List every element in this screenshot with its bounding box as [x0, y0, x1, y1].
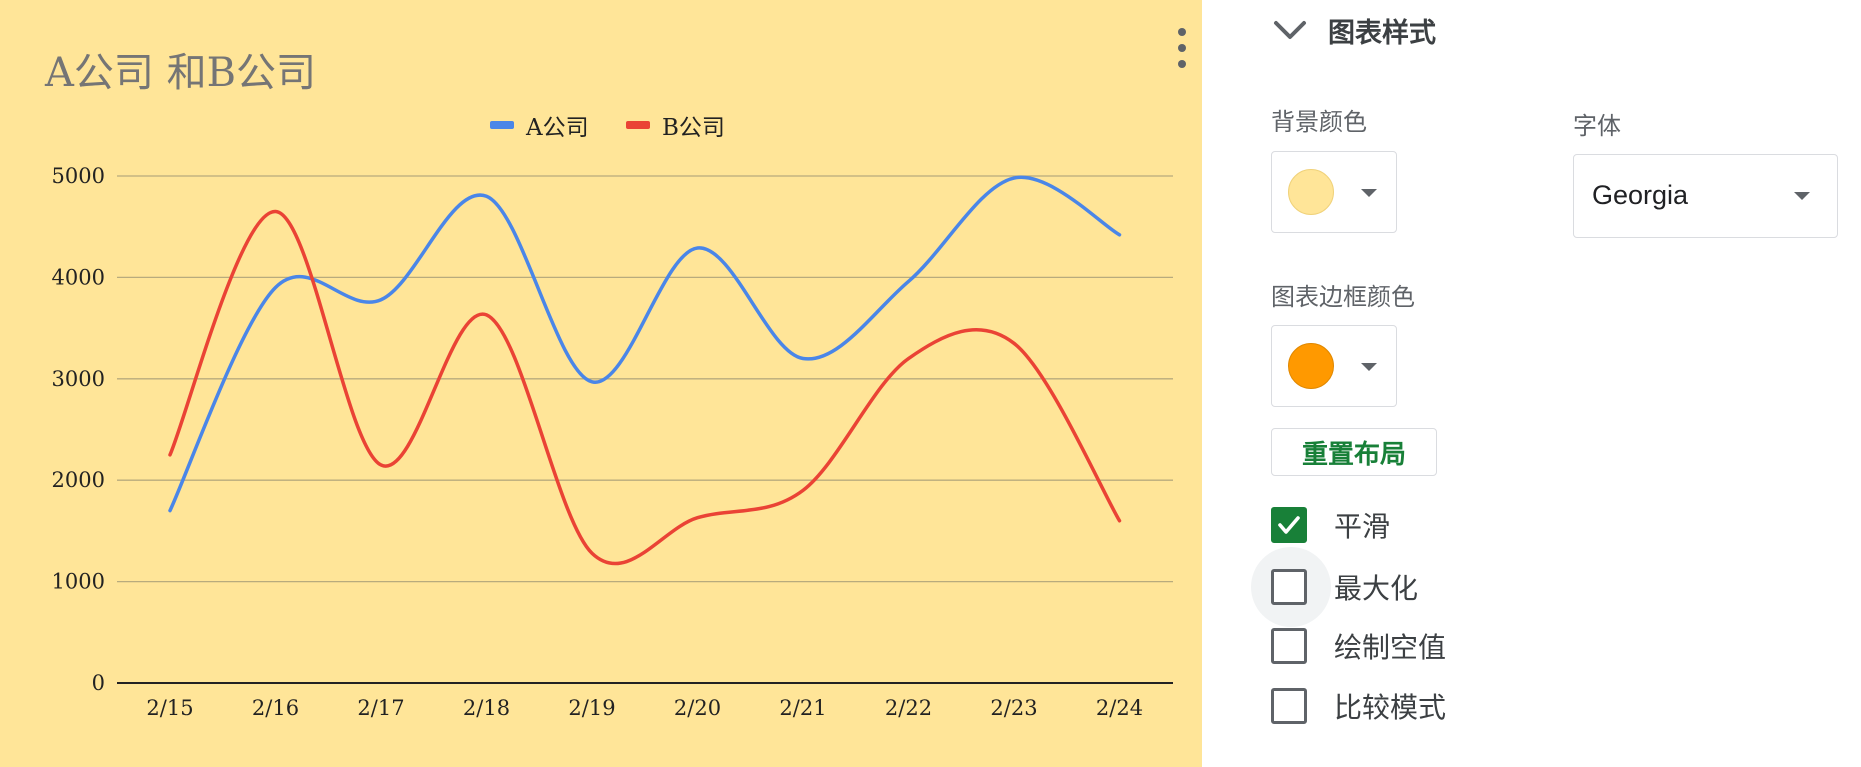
chart-title: A公司 和B公司 [45, 50, 316, 96]
x-tick-label-3: 2/17 [357, 696, 404, 720]
reset-layout-button[interactable]: 重置布局 [1271, 428, 1437, 476]
maximize-checkbox[interactable] [1271, 569, 1307, 605]
checkbox-row-plot-nulls[interactable]: 绘制空值 [1271, 626, 1446, 666]
section-title: 图表样式 [1328, 17, 1436, 48]
y-tick-label-1000: 1000 [52, 570, 105, 594]
y-tick-label-5000: 5000 [52, 164, 105, 188]
legend-item-a: A公司 [490, 110, 589, 141]
chevron-down-icon [1274, 21, 1306, 39]
background-color-swatch [1288, 169, 1334, 215]
series-line-a [168, 175, 1122, 513]
y-tick-label-3000: 3000 [52, 367, 105, 391]
border-color-label: 图表边框颜色 [1271, 284, 1415, 311]
dropdown-arrow-icon [1794, 192, 1810, 200]
y-tick-label-2000: 2000 [52, 468, 105, 492]
x-tick-label-8: 2/22 [885, 696, 932, 720]
x-tick-label-4: 2/18 [463, 696, 510, 720]
y-tick-label-4000: 4000 [52, 265, 105, 289]
font-select-value: Georgia [1592, 180, 1689, 210]
dropdown-arrow-icon [1361, 363, 1377, 371]
x-tick-label-10: 2/24 [1096, 696, 1143, 720]
smooth-label: 平滑 [1334, 511, 1391, 542]
font-label: 字体 [1573, 113, 1621, 140]
font-select[interactable]: Georgia [1573, 154, 1838, 238]
compare-mode-checkbox[interactable] [1271, 688, 1307, 724]
maximize-label: 最大化 [1334, 573, 1419, 604]
checkbox-row-smooth[interactable]: 平滑 [1271, 505, 1390, 545]
legend-item-b: B公司 [626, 110, 725, 141]
smooth-checkbox[interactable] [1271, 507, 1307, 543]
line-chart: 0 1000 2000 3000 4000 5000 2/15 2/16 2/17 2/18 2/1… [52, 164, 1173, 720]
checkmark-icon [1278, 516, 1300, 534]
x-tick-label-9: 2/23 [990, 696, 1037, 720]
border-color-swatch [1288, 343, 1334, 389]
checkbox-row-compare-mode[interactable]: 比较模式 [1271, 686, 1446, 726]
series-line-b [168, 209, 1122, 566]
x-tick-label-7: 2/21 [779, 696, 826, 720]
chart-style-panel: 图表样式 背景颜色 字体 Georgia 图表边框颜色 重置布局 平滑 最大化 … [1202, 0, 1861, 767]
dropdown-arrow-icon [1361, 189, 1377, 197]
more-vert-icon[interactable] [1172, 28, 1192, 68]
background-color-picker[interactable] [1271, 151, 1397, 233]
y-tick-label-0: 0 [92, 671, 105, 695]
legend-swatch-b [626, 121, 650, 129]
checkbox-row-maximize[interactable]: 最大化 [1271, 567, 1418, 607]
x-tick-label-2: 2/16 [252, 696, 299, 720]
x-tick-label-5: 2/19 [568, 696, 615, 720]
x-tick-label-1: 2/15 [146, 696, 193, 720]
border-color-picker[interactable] [1271, 325, 1397, 407]
chart-area: 0 1000 2000 3000 4000 5000 2/15 2/16 2/17 2/18 2/1… [0, 0, 1202, 767]
chart-style-section-header[interactable]: 图表样式 [1268, 8, 1436, 52]
plot-nulls-checkbox[interactable] [1271, 628, 1307, 664]
legend-label-b: B公司 [662, 115, 725, 141]
x-tick-label-6: 2/20 [674, 696, 721, 720]
legend-swatch-a [490, 121, 514, 129]
compare-mode-label: 比较模式 [1334, 692, 1447, 723]
legend-label-a: A公司 [526, 115, 589, 141]
background-color-label: 背景颜色 [1271, 109, 1367, 136]
plot-nulls-label: 绘制空值 [1334, 632, 1447, 663]
